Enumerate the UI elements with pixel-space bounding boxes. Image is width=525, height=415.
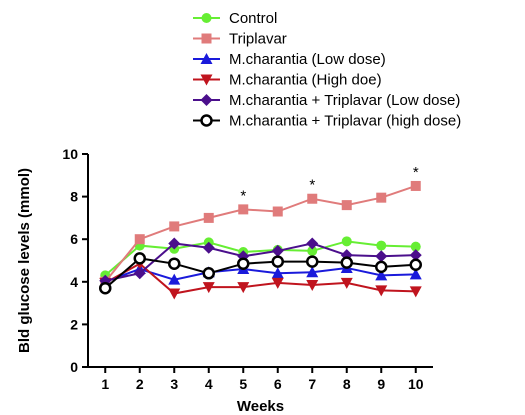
data-point (306, 266, 319, 278)
y-tick-label: 2 (70, 316, 78, 332)
data-point (409, 286, 422, 298)
data-point (271, 255, 284, 268)
data-point (238, 204, 249, 215)
x-tick-label: 2 (136, 376, 144, 392)
data-point (306, 237, 319, 250)
legend-item: M.charantia (High doe) (193, 72, 382, 89)
legend-label: M.charantia (Low dose) (229, 51, 386, 68)
data-point (410, 180, 421, 191)
data-point (133, 267, 146, 280)
data-point (271, 244, 284, 257)
chart-legend: Control Triplavar M.charantia (Low dose) M.… (193, 10, 461, 130)
y-tick-label: 10 (62, 146, 78, 162)
legend-label: Triplavar (229, 31, 287, 48)
legend-item: Control (193, 10, 277, 27)
data-point (168, 237, 181, 250)
x-tick-label: 10 (408, 376, 424, 392)
x-tick-label: 9 (377, 376, 385, 392)
series-line (104, 257, 416, 289)
legend-item: M.charantia + Triplavar (Low dose) (193, 92, 460, 109)
data-point (375, 250, 388, 263)
data-point (202, 241, 215, 254)
x-axis-title: Weeks (237, 398, 284, 415)
data-point (340, 277, 353, 289)
data-point (341, 200, 352, 211)
series-line (104, 266, 416, 283)
data-point (168, 273, 181, 285)
x-tick-label: 7 (308, 376, 316, 392)
data-point (271, 267, 284, 279)
data-point (306, 279, 319, 291)
y-tick-label: 8 (70, 189, 78, 205)
series-line (104, 240, 416, 277)
legend-item: M.charantia + Triplavar (high dose) (193, 113, 461, 130)
data-point (134, 234, 145, 245)
x-tick-label: 6 (274, 376, 282, 392)
y-tick-label: 0 (70, 359, 78, 375)
data-point (375, 269, 388, 281)
data-point (307, 193, 318, 204)
legend-label: M.charantia (High doe) (229, 72, 382, 89)
data-point (409, 268, 422, 280)
legend-marker (200, 53, 213, 64)
data-point (99, 281, 112, 295)
y-tick-label: 4 (70, 274, 78, 290)
data-point (410, 241, 421, 252)
y-axis-title: Bld glucose levels (mmol) (16, 168, 33, 353)
legend-item: M.charantia (Low dose) (193, 51, 386, 68)
series-line (105, 242, 416, 282)
data-point (168, 288, 181, 300)
data-point (133, 252, 146, 265)
data-point (202, 282, 215, 294)
series (99, 252, 422, 295)
legend-label: M.charantia + Triplavar (high dose) (229, 113, 461, 130)
data-point (341, 236, 352, 247)
data-point (375, 285, 388, 297)
data-point (237, 257, 250, 270)
chart-series (99, 180, 422, 300)
x-tick-label: 8 (343, 376, 351, 392)
data-point (306, 255, 319, 268)
significance-marker: * (413, 164, 419, 181)
data-point (409, 258, 422, 272)
legend-marker (200, 74, 213, 86)
data-point (168, 257, 181, 270)
data-point (307, 245, 318, 256)
legend-marker (201, 33, 212, 44)
data-point (202, 267, 215, 280)
legend-label: Control (229, 10, 277, 27)
significance-marker: * (309, 177, 315, 194)
chart-annotations: * * * (240, 164, 419, 204)
series-line (104, 185, 417, 283)
data-point (409, 249, 422, 262)
data-point (203, 212, 214, 223)
y-tick-label: 6 (70, 231, 78, 247)
legend-label: M.charantia + Triplavar (Low dose) (229, 92, 460, 109)
legend-marker (200, 114, 213, 127)
data-point (237, 282, 250, 294)
x-tick-label: 4 (205, 376, 213, 392)
legend-item: Triplavar (193, 31, 287, 48)
legend-marker (200, 94, 213, 106)
data-point (272, 206, 283, 217)
data-point (340, 256, 353, 269)
x-tick-label: 3 (170, 376, 178, 392)
x-tick-label: 5 (239, 376, 247, 392)
data-point (271, 277, 284, 289)
series (99, 258, 422, 300)
legend-marker (201, 13, 212, 23)
data-point (376, 240, 387, 251)
x-tick-label: 1 (101, 376, 109, 392)
significance-marker: * (240, 187, 246, 204)
data-point (376, 192, 387, 203)
data-point (375, 260, 388, 274)
data-point (169, 221, 180, 232)
series-line (104, 262, 416, 295)
